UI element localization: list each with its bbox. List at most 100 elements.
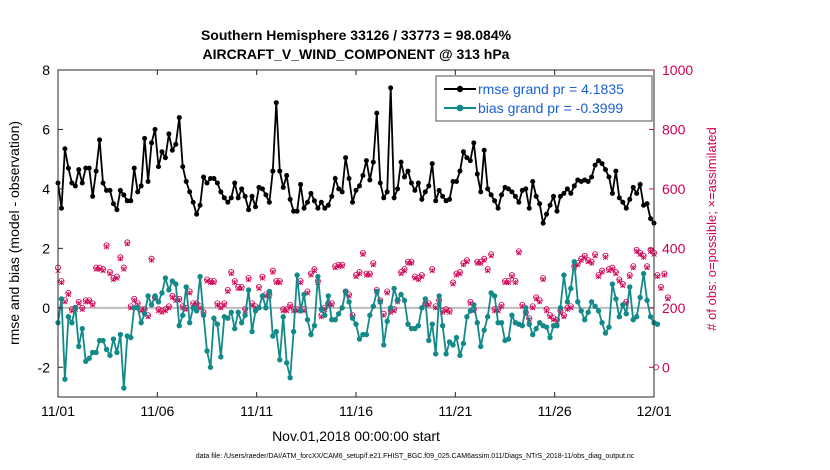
rmse-point [613,168,619,174]
bias-point [457,352,463,359]
bias-point [249,328,255,335]
bias-point [315,273,321,280]
bias-point [387,305,394,311]
bias-point [100,337,106,344]
obs-assimilated-point [114,275,120,281]
x-axis-ticks: 11/01 11/06 11/11 11/16 11/21 11/26 12/01 [41,70,672,419]
rmse-point [353,187,359,193]
rmse-point [72,183,78,189]
rmse-point [346,176,352,182]
bias-point [186,319,193,326]
obs-assimilated-point [297,279,304,286]
bias-point [301,291,307,298]
bias-point [297,308,304,314]
rmse-point [516,199,522,205]
obs-assimilated-point [270,269,276,275]
rmse-point [637,181,643,187]
bias-point [401,297,408,304]
obs-assimilated-point [204,278,210,284]
obs-assimilated-point [627,273,633,280]
rmse-point [311,198,317,204]
x-tick-label: 11/01 [41,403,75,419]
obs-assimilated-point [599,269,605,275]
rmse-point [568,190,574,196]
bias-point [322,312,328,318]
rmse-point [142,135,148,141]
obs-assimilated-point [79,306,85,312]
obs-assimilated-point [616,278,623,284]
bias-point [79,325,85,332]
rmse-point [162,155,168,161]
rmse-point [523,186,529,192]
rmse-point [114,207,120,213]
rmse-point [367,177,373,183]
rmse-point [204,180,210,186]
y-axis-label: rmse and bias (model - observation) [6,121,22,345]
bias-point [107,352,113,359]
bias-point [197,273,203,280]
obs-assimilated-point [238,285,245,292]
legend-rmse-text: rmse grand pr = 4.1835 [478,81,624,97]
bias-point [76,343,82,350]
rmse-point [259,186,265,192]
rmse-point [235,195,241,201]
rmse-point [585,178,591,184]
rmse-point [350,199,356,205]
rmse-point [464,155,470,161]
obs-assimilated-point [110,276,117,283]
legend-rmse-marker [456,85,464,93]
rmse-point [308,190,314,196]
obs-assimilated-point [159,309,165,315]
x-tick-label: 11/11 [240,403,273,419]
rmse-point [374,110,380,116]
bias-point [134,305,141,311]
y2-tick-label: 600 [662,181,686,197]
bias-point [211,315,217,321]
rmse-point [509,189,515,195]
rmse-point [242,193,248,199]
obs-assimilated-point [277,279,283,286]
obs-assimilated-point [464,259,470,265]
bias-point [318,306,325,313]
obs-assimilated-point [609,266,616,272]
bias-point [141,311,148,317]
rmse-point [79,180,85,186]
rmse-point [249,193,255,199]
rmse-point [287,196,293,202]
rmse-point [83,165,89,171]
bias-point [245,287,252,293]
x-tick-label: 11/26 [538,403,572,419]
bias-point [616,314,623,320]
bias-point [588,299,595,305]
rmse-point [478,189,484,195]
bias-point [533,325,539,332]
bias-point [86,355,92,362]
x-tick-label: 11/06 [140,403,174,419]
bias-point [471,302,477,308]
rmse-point [526,205,532,211]
rmse-point [187,189,193,195]
bias-point [308,331,314,338]
rmse-point [402,174,408,180]
bias-point [356,336,363,342]
bias-point [273,328,280,335]
obs-assimilated-point [536,299,543,305]
bias-point [554,322,560,329]
rmse-point [429,161,435,167]
rmse-point [499,192,505,198]
rmse-point [540,220,546,226]
rmse-point [422,189,428,195]
rmse-point [329,193,335,199]
rmse-point [616,195,622,201]
rmse-point [453,178,459,184]
bias-point [128,334,134,341]
obs-assimilated-point [131,297,137,304]
bias-point [138,319,144,326]
rmse-point [634,190,640,196]
obs-assimilated-point [103,244,110,250]
bias-point [627,284,633,290]
bias-point [609,281,616,287]
bias-point [561,272,567,278]
bias-point [238,319,245,326]
rmse-point [180,164,186,170]
